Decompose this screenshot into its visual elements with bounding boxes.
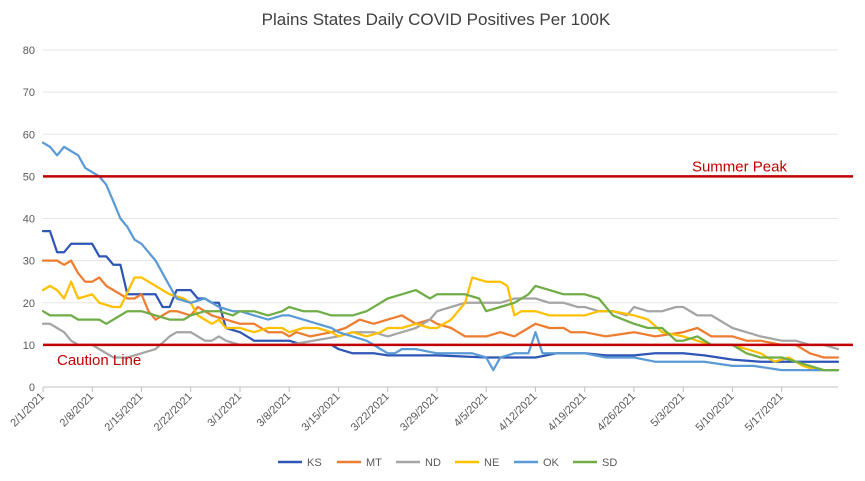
y-tick-label: 30 [23,256,35,268]
legend-entry-ks: KS [307,457,322,469]
x-tick-label: 4/26/2021 [595,391,638,434]
series-line-ks [41,229,840,363]
x-tick-label: 3/1/2021 [205,391,244,430]
y-axis: 0 10 20 30 40 50 60 70 80 [23,45,35,394]
x-tick-label: 3/15/2021 [300,391,343,434]
x-tick-label: 5/3/2021 [649,391,688,430]
x-tick-label: 3/29/2021 [398,391,441,434]
x-tick-label: 2/8/2021 [58,391,97,430]
legend-entry-mt: MT [366,457,382,469]
legend-entry-sd: SD [602,457,617,469]
x-tick-label: 5/17/2021 [743,391,786,434]
y-tick-label: 20 [23,298,35,310]
x-tick-label: 4/5/2021 [452,391,491,430]
legend-entry-ok: OK [543,457,560,469]
x-tick-label: 4/12/2021 [497,391,540,434]
x-tick-label: 2/15/2021 [103,391,146,434]
series-line-ne [41,276,840,372]
series-line-mt [41,259,840,359]
series-line-nd [41,297,840,359]
x-tick-label: 5/10/2021 [694,391,737,434]
x-tick-label: 2/22/2021 [152,391,195,434]
y-tick-label: 10 [23,340,35,352]
y-tick-label: 70 [23,87,35,99]
legend-entry-nd: ND [425,457,441,469]
x-tick-label: 3/22/2021 [349,391,392,434]
series-line-ok [41,141,840,372]
legend-entry-ne: NE [484,457,499,469]
reference-lines: Summer Peak Caution Line [43,158,853,369]
y-tick-label: 50 [23,171,35,183]
reference-line-label: Caution Line [57,352,141,369]
y-tick-label: 40 [23,214,35,226]
legend: KS MT ND NE OK SD [278,457,617,469]
y-tick-label: 0 [29,382,35,394]
series-lines [41,141,840,372]
series-line-sd [41,284,840,372]
x-tick-label: 4/19/2021 [546,391,589,434]
chart-title: Plains States Daily COVID Positives Per … [262,10,611,29]
x-tick-label: 3/8/2021 [255,391,294,430]
reference-line-label: Summer Peak [692,158,788,175]
y-tick-label: 60 [23,129,35,141]
y-tick-label: 80 [23,45,35,57]
x-tick-label: 2/1/2021 [8,391,47,430]
x-axis: 2/1/2021 2/8/2021 2/15/2021 2/22/2021 3/1/20… [8,387,786,434]
